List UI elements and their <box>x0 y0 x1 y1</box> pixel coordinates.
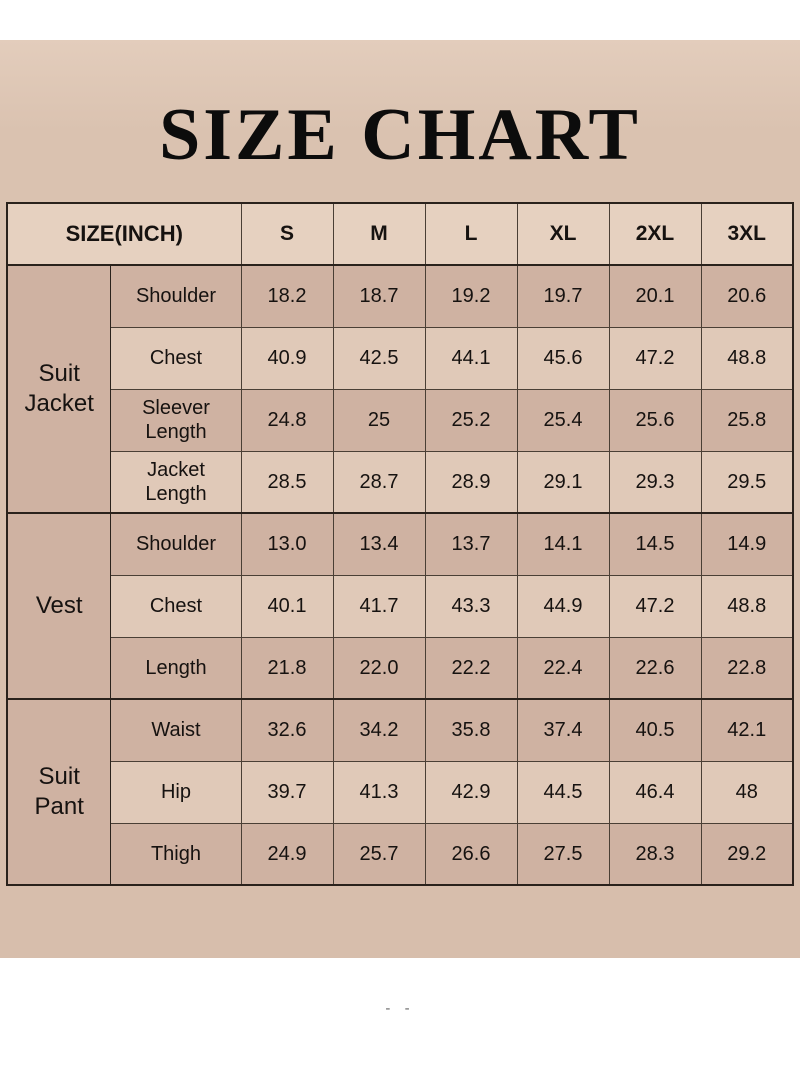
table-row: Sleever Length 24.8 25 25.2 25.4 25.6 25… <box>7 388 794 452</box>
size-inch-header: SIZE(INCH) <box>6 202 242 266</box>
table-row: Suit Pant Waist 32.6 34.2 35.8 37.4 40.5… <box>6 698 794 886</box>
value-cell: 22.2 <box>424 636 518 700</box>
value-cell: 13.0 <box>240 512 334 576</box>
value-cell: 44.1 <box>424 326 518 390</box>
measure-label: Sleever Length <box>110 388 242 452</box>
value-cell: 21.8 <box>240 636 334 700</box>
value-cell: 19.2 <box>424 264 518 328</box>
value-cell: 34.2 <box>332 698 426 762</box>
value-cell: 40.5 <box>608 698 702 762</box>
table-row: Hip 39.7 41.3 42.9 44.5 46.4 48 <box>7 760 794 824</box>
value-cell: 42.9 <box>424 760 518 824</box>
page-title: SIZE CHART <box>159 94 641 176</box>
value-cell: 29.3 <box>608 450 702 514</box>
value-cell: 40.9 <box>240 326 334 390</box>
group-label-suit-jacket: Suit Jacket <box>6 264 112 514</box>
measure-label: Chest <box>110 326 242 390</box>
value-cell: 14.1 <box>516 512 610 576</box>
measure-label: Hip <box>110 760 242 824</box>
value-cell: 25.7 <box>332 822 426 886</box>
value-cell: 25.2 <box>424 388 518 452</box>
value-cell: 41.3 <box>332 760 426 824</box>
value-cell: 25.6 <box>608 388 702 452</box>
measure-label: Shoulder <box>110 512 242 576</box>
size-chart-table: SIZE(INCH) S M L XL 2XL 3XL Suit Jacket … <box>5 202 794 886</box>
value-cell: 22.8 <box>700 636 794 700</box>
value-cell: 39.7 <box>240 760 334 824</box>
value-cell: 28.3 <box>608 822 702 886</box>
value-cell: 14.9 <box>700 512 794 576</box>
value-cell: 42.5 <box>332 326 426 390</box>
value-cell: 28.9 <box>424 450 518 514</box>
value-cell: 48.8 <box>700 574 794 638</box>
table-row: Thigh 24.9 25.7 26.6 27.5 28.3 29.2 <box>7 822 794 886</box>
header-row: SIZE(INCH) S M L XL 2XL 3XL <box>6 202 794 266</box>
size-col-header-xl: XL <box>516 202 610 266</box>
value-cell: 19.7 <box>516 264 610 328</box>
value-cell: 47.2 <box>608 326 702 390</box>
value-cell: 28.5 <box>240 450 334 514</box>
value-cell: 25.8 <box>700 388 794 452</box>
value-cell: 25 <box>332 388 426 452</box>
value-cell: 32.6 <box>240 698 334 762</box>
measure-label: Thigh <box>110 822 242 886</box>
value-cell: 24.8 <box>240 388 334 452</box>
group-label-vest: Vest <box>6 512 112 700</box>
size-col-header-3xl: 3XL <box>700 202 794 266</box>
value-cell: 45.6 <box>516 326 610 390</box>
value-cell: 47.2 <box>608 574 702 638</box>
value-cell: 20.6 <box>700 264 794 328</box>
value-cell: 22.0 <box>332 636 426 700</box>
table-row: Chest 40.9 42.5 44.1 45.6 47.2 48.8 <box>7 326 794 390</box>
footer-dash-mark: - - <box>385 1000 415 1017</box>
value-cell: 25.4 <box>516 388 610 452</box>
measure-label: Chest <box>110 574 242 638</box>
size-col-header-m: M <box>332 202 426 266</box>
measure-label: Jacket Length <box>110 450 242 514</box>
table-row: Jacket Length 28.5 28.7 28.9 29.1 29.3 2… <box>7 450 794 514</box>
value-cell: 29.5 <box>700 450 794 514</box>
value-cell: 24.9 <box>240 822 334 886</box>
value-cell: 20.1 <box>608 264 702 328</box>
value-cell: 29.2 <box>700 822 794 886</box>
value-cell: 48.8 <box>700 326 794 390</box>
value-cell: 44.5 <box>516 760 610 824</box>
measure-label: Length <box>110 636 242 700</box>
value-cell: 13.4 <box>332 512 426 576</box>
value-cell: 13.7 <box>424 512 518 576</box>
table-row: Suit Jacket Shoulder 18.2 18.7 19.2 19.7… <box>6 264 794 514</box>
measure-label: Waist <box>110 698 242 762</box>
value-cell: 26.6 <box>424 822 518 886</box>
group-label-suit-pant: Suit Pant <box>6 698 112 886</box>
table-row: Vest Shoulder 13.0 13.4 13.7 14.1 14.5 1… <box>6 512 794 700</box>
value-cell: 27.5 <box>516 822 610 886</box>
size-col-header-l: L <box>424 202 518 266</box>
value-cell: 29.1 <box>516 450 610 514</box>
size-col-header-2xl: 2XL <box>608 202 702 266</box>
value-cell: 40.1 <box>240 574 334 638</box>
table-row: Chest 40.1 41.7 43.3 44.9 47.2 48.8 <box>7 574 794 638</box>
value-cell: 18.2 <box>240 264 334 328</box>
value-cell: 28.7 <box>332 450 426 514</box>
value-cell: 43.3 <box>424 574 518 638</box>
value-cell: 48 <box>700 760 794 824</box>
value-cell: 18.7 <box>332 264 426 328</box>
measure-label: Shoulder <box>110 264 242 328</box>
value-cell: 41.7 <box>332 574 426 638</box>
value-cell: 22.4 <box>516 636 610 700</box>
value-cell: 42.1 <box>700 698 794 762</box>
table-row: Length 21.8 22.0 22.2 22.4 22.6 22.8 <box>7 636 794 700</box>
value-cell: 35.8 <box>424 698 518 762</box>
value-cell: 14.5 <box>608 512 702 576</box>
value-cell: 46.4 <box>608 760 702 824</box>
value-cell: 37.4 <box>516 698 610 762</box>
value-cell: 22.6 <box>608 636 702 700</box>
size-col-header-s: S <box>240 202 334 266</box>
size-chart-sheet: SIZE CHART SIZE(INCH) S M L XL 2XL 3XL <box>0 40 800 958</box>
value-cell: 44.9 <box>516 574 610 638</box>
